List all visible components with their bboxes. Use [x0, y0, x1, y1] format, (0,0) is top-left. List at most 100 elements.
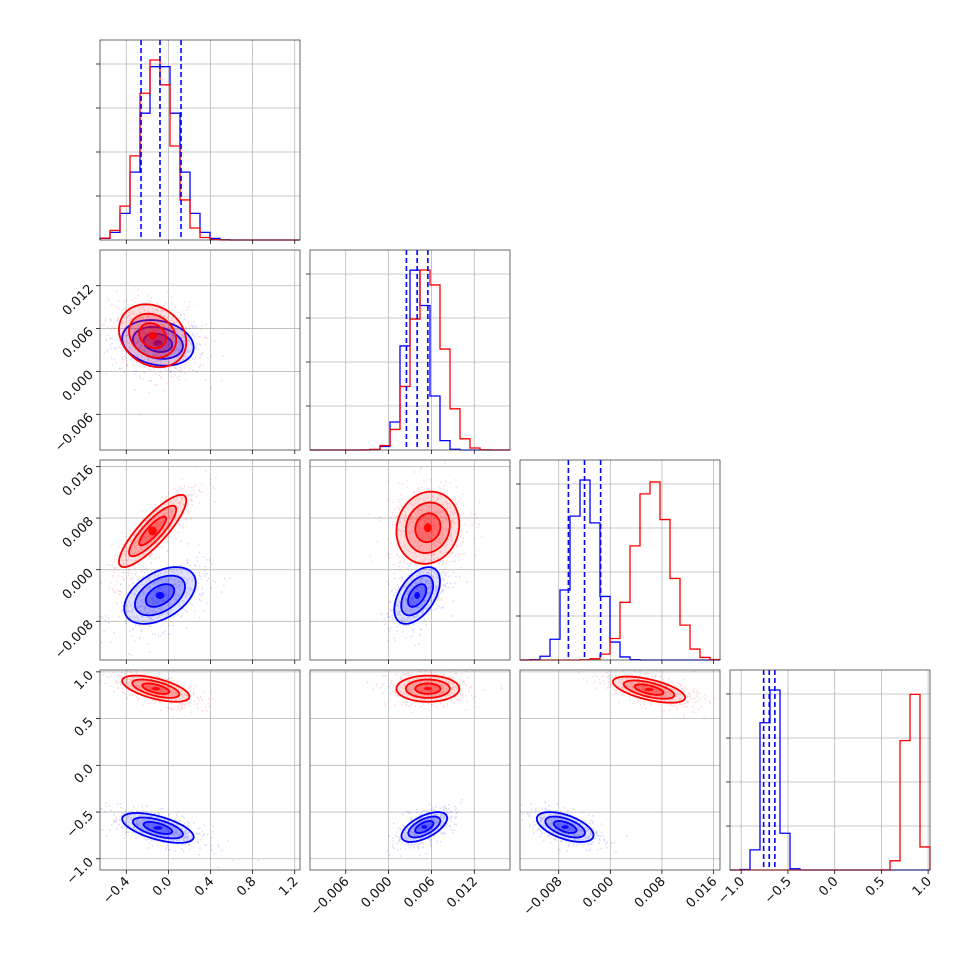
contour-a: [123, 566, 197, 625]
contour-a: [131, 816, 184, 840]
axes-frame: [309, 459, 511, 661]
y-tick-label: −1.0: [64, 855, 97, 888]
y-tick-label: −0.008: [52, 618, 97, 663]
scatter-panel-3-0: [99, 669, 301, 871]
axes-frame: [519, 459, 721, 661]
contour-b: [121, 674, 191, 703]
contour-a: [400, 811, 449, 843]
x-tick-label: −0.4: [100, 874, 133, 907]
axes-frame: [519, 669, 721, 871]
x-tick-label: −1.0: [715, 874, 748, 907]
density-peak-b: [148, 331, 157, 340]
x-tick-label: 1.0: [910, 874, 935, 899]
axes-frame: [99, 39, 301, 241]
y-tick-label: −0.5: [64, 808, 97, 841]
contour-b: [395, 674, 461, 703]
x-tick-label: 0.8: [234, 874, 259, 899]
scatter-points-b: [101, 287, 224, 416]
contour-a: [121, 812, 195, 844]
x-tick-label: 0.012: [444, 874, 481, 911]
contour-b: [404, 501, 451, 554]
contour-b: [131, 678, 181, 699]
contour-a: [144, 583, 176, 608]
histogram-panel-3: [726, 669, 931, 871]
x-tick-label: 0.016: [683, 874, 720, 911]
contour-a: [400, 574, 435, 617]
scatter-panel-3-2: [519, 669, 721, 871]
contour-a: [535, 811, 595, 843]
axes-frame: [309, 249, 511, 451]
y-tick-label: 1.0: [72, 668, 97, 693]
contour-b: [118, 493, 188, 568]
scatter-points-a: [521, 801, 628, 853]
x-tick-label: 0.0: [150, 874, 175, 899]
y-tick-label: 0.008: [60, 514, 97, 551]
y-tick-label: 0.000: [60, 368, 97, 405]
scatter-points-a: [380, 534, 468, 647]
contour-b: [611, 675, 687, 704]
contour-b: [622, 679, 676, 700]
x-tick-label: 0.008: [632, 874, 669, 911]
x-tick-label: −0.008: [521, 874, 566, 919]
density-peak-a: [414, 591, 420, 600]
y-tick-label: 0.0: [72, 762, 97, 787]
density-peak-a: [153, 340, 163, 346]
scatter-points-b: [366, 670, 503, 714]
axes-frame: [99, 459, 301, 661]
contour-a: [121, 319, 195, 367]
scatter-points-b: [100, 466, 217, 594]
density-peak-b: [148, 526, 157, 536]
x-tick-label: −0.5: [762, 874, 795, 907]
histogram-series-a: [99, 66, 300, 241]
axes-frame: [99, 249, 301, 451]
scatter-points-a: [100, 802, 259, 868]
x-tick-label: 0.006: [401, 874, 438, 911]
contour-b: [414, 682, 442, 695]
density-peak-b: [423, 687, 432, 691]
density-peak-a: [155, 591, 165, 600]
histogram-panel-0: [96, 39, 301, 241]
y-tick-label: 0.012: [60, 282, 97, 319]
contour-b: [414, 512, 442, 544]
contour-b: [404, 678, 451, 699]
axes-frame: [99, 669, 301, 871]
contour-a: [134, 574, 186, 617]
contour-b: [118, 303, 188, 369]
y-tick-label: 0.000: [60, 566, 97, 603]
density-peak-a: [421, 825, 428, 829]
contour-b: [128, 504, 178, 558]
y-tick-label: 0.006: [60, 325, 97, 362]
x-tick-label: 0.4: [192, 874, 217, 899]
contour-b: [395, 490, 461, 565]
contour-b: [141, 682, 171, 695]
histogram-series-b: [520, 481, 721, 661]
contour-b: [633, 683, 665, 696]
y-tick-label: −0.006: [52, 411, 97, 456]
contour-b: [138, 515, 168, 547]
x-tick-label: 1.2: [276, 874, 301, 899]
scatter-panel-2-0: [99, 459, 301, 661]
x-tick-label: 0.0: [816, 874, 841, 899]
histogram-panel-1: [306, 249, 511, 451]
y-tick-label: 0.016: [60, 463, 97, 500]
histogram-panel-2: [516, 459, 721, 661]
scatter-points-b: [100, 670, 214, 713]
density-peak-b: [423, 523, 432, 533]
scatter-panel-1-0: [99, 249, 301, 451]
contour-a: [407, 815, 442, 839]
contour-b: [128, 312, 178, 359]
contour-a: [393, 566, 441, 625]
contour-a: [142, 821, 174, 835]
axes-frame: [729, 669, 931, 871]
y-tick-label: 0.5: [72, 715, 97, 740]
axes-frame: [309, 669, 511, 871]
density-peak-b: [151, 687, 160, 691]
x-tick-label: 0.5: [863, 874, 888, 899]
scatter-points-a: [104, 293, 224, 391]
contour-a: [552, 820, 578, 834]
contour-a: [544, 815, 586, 839]
scatter-panel-2-1: [309, 459, 511, 661]
scatter-panel-3-1: [309, 669, 511, 871]
contour-a: [131, 325, 184, 360]
